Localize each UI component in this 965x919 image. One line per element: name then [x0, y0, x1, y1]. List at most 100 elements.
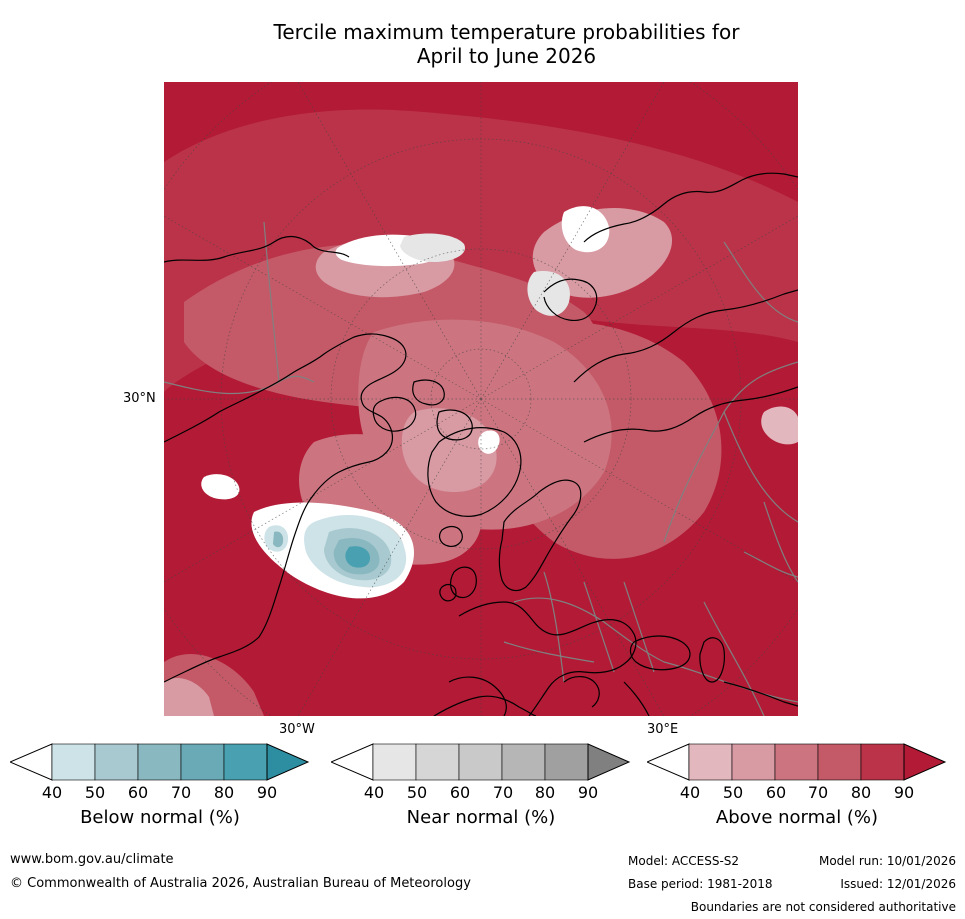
graticule: [164, 82, 798, 716]
model-name: Model: ACCESS-S2: [628, 854, 740, 868]
colorbar-max-extension: [587, 743, 631, 781]
graticule-meridian-120e: [480, 215, 798, 400]
coast-middle-east: [623, 681, 798, 716]
graticule-meridian-60e: [480, 398, 798, 583]
coast-black-caspian: [629, 635, 725, 683]
coast-east-asia: [543, 172, 798, 322]
colorbar-segment: [731, 743, 776, 781]
border-china: [723, 241, 798, 323]
border-asia-2: [743, 551, 798, 578]
region-white-kamchatka: [561, 206, 610, 253]
colorbar-near-normal: 40 50 60 70 80 90 Near normal (%): [329, 743, 631, 833]
tick-40: 40: [363, 783, 385, 802]
region-above-50-scandi: [401, 408, 497, 492]
region-white-alaska: [201, 474, 240, 500]
tick-60: 60: [449, 783, 471, 802]
coast-arctic-islands: [372, 379, 473, 441]
title-line-1: Tercile maximum temperature probabilitie…: [273, 20, 740, 44]
coast-scandinavia: [498, 479, 582, 592]
graticule-meridian-60w: [164, 398, 482, 583]
tick-50: 50: [722, 783, 744, 802]
title-line-2: April to June 2026: [416, 44, 597, 68]
region-near-50-bering: [400, 233, 465, 262]
region-below-80: [345, 546, 370, 568]
map-svg: [164, 82, 798, 716]
coast-iceland: [438, 525, 463, 547]
coast-europe: [458, 601, 637, 716]
colorbar-segment: [94, 743, 139, 781]
forecast-map[interactable]: [164, 82, 798, 716]
base-period: Base period: 1981-2018: [628, 877, 773, 891]
tick-70: 70: [492, 783, 514, 802]
lon-label-30e: 30°E: [647, 722, 679, 737]
region-white-greenland: [478, 430, 500, 454]
colorbar-min-extension: [329, 743, 374, 781]
border-mideast-2: [703, 601, 765, 716]
colorbar-above-normal-svg: [645, 743, 947, 781]
colorbar-segment: [860, 743, 905, 781]
colorbar-segment: [688, 743, 733, 781]
colorbar-below-normal-ticks: 40 50 60 70 80 90: [10, 783, 310, 803]
border-europe-5: [503, 641, 595, 663]
colorbar-above-normal: 40 50 60 70 80 90 Above normal (%): [645, 743, 947, 833]
colorbar-segment: [137, 743, 182, 781]
tick-40: 40: [41, 783, 63, 802]
region-below-70-small: [273, 531, 284, 548]
tick-70: 70: [170, 783, 192, 802]
colorbar-below-normal-label: Below normal (%): [80, 807, 240, 828]
border-russia-kazakh: [723, 411, 798, 523]
colorbar-below-normal: 40 50 60 70 80 90 Below normal (%): [8, 743, 310, 833]
tick-90: 90: [577, 783, 599, 802]
boundaries-disclaimer: Boundaries are not considered authoritat…: [690, 900, 956, 914]
region-above-50-southwest: [164, 677, 214, 716]
border-europe-1: [513, 597, 665, 663]
tick-60: 60: [127, 783, 149, 802]
map-title: Tercile maximum temperature probabilitie…: [164, 20, 849, 68]
colorbar-segment: [223, 743, 268, 781]
colorbar-segment: [415, 743, 460, 781]
graticule-meridian-150e: [480, 82, 665, 400]
colorbar-min-extension: [8, 743, 53, 781]
colorbar-max-extension: [903, 743, 947, 781]
country-borders: [164, 221, 798, 716]
copyright-notice: © Commonwealth of Australia 2026, Austra…: [10, 876, 471, 891]
graticule-lat-60: [330, 248, 632, 550]
coast-russia-arctic: [573, 289, 798, 443]
coast-british-isles: [439, 566, 477, 602]
coastlines: [164, 172, 798, 716]
colorbar-below-normal-svg: [8, 743, 310, 781]
graticule-meridian-150w: [297, 82, 482, 400]
below-normal-region: [264, 514, 407, 587]
website-link[interactable]: www.bom.gov.au/climate: [10, 852, 174, 867]
graticule-meridian-120w: [164, 215, 482, 400]
model-run-date: Model run: 10/01/2026: [818, 854, 956, 868]
colorbar-above-normal-ticks: 40 50 60 70 80 90: [647, 783, 947, 803]
tick-90: 90: [893, 783, 915, 802]
colorbar-segment: [817, 743, 862, 781]
border-europe-4: [623, 581, 655, 673]
colorbar-segment: [51, 743, 96, 781]
colorbar-max-extension: [266, 743, 310, 781]
colorbar-near-normal-ticks: 40 50 60 70 80 90: [331, 783, 631, 803]
tick-70: 70: [807, 783, 829, 802]
colorbar-segment: [372, 743, 417, 781]
colorbar-near-normal-label: Near normal (%): [406, 807, 556, 828]
colorbar-near-normal-svg: [329, 743, 631, 781]
colorbar-segment: [458, 743, 503, 781]
border-europe-2: [543, 571, 565, 683]
colorbar-segment: [544, 743, 589, 781]
tick-50: 50: [406, 783, 428, 802]
lat-label-30n: 30°N: [123, 391, 156, 406]
issued-date: Issued: 12/01/2026: [840, 877, 956, 891]
colorbar-segment: [501, 743, 546, 781]
coast-mediterranean: [448, 676, 600, 716]
coast-north-africa: [433, 695, 537, 716]
colorbar-segment: [774, 743, 819, 781]
tick-90: 90: [256, 783, 278, 802]
tick-50: 50: [84, 783, 106, 802]
coast-greenland: [427, 427, 522, 517]
tick-80: 80: [850, 783, 872, 802]
graticule-lat-80: [430, 348, 532, 450]
tick-40: 40: [679, 783, 701, 802]
region-near-50-arctic: [527, 271, 570, 316]
